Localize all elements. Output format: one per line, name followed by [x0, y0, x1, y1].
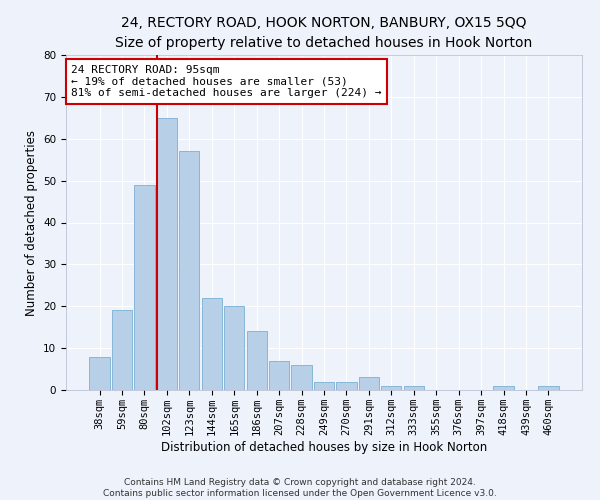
Bar — [112, 310, 132, 390]
Title: 24, RECTORY ROAD, HOOK NORTON, BANBURY, OX15 5QQ
Size of property relative to de: 24, RECTORY ROAD, HOOK NORTON, BANBURY, … — [115, 16, 533, 50]
Bar — [224, 306, 244, 390]
Bar — [404, 386, 424, 390]
Y-axis label: Number of detached properties: Number of detached properties — [25, 130, 38, 316]
Bar — [381, 386, 401, 390]
Bar — [314, 382, 334, 390]
Text: Contains HM Land Registry data © Crown copyright and database right 2024.
Contai: Contains HM Land Registry data © Crown c… — [103, 478, 497, 498]
X-axis label: Distribution of detached houses by size in Hook Norton: Distribution of detached houses by size … — [161, 440, 487, 454]
Bar — [292, 365, 311, 390]
Bar — [269, 360, 289, 390]
Bar — [359, 378, 379, 390]
Bar — [337, 382, 356, 390]
Bar — [134, 185, 155, 390]
Bar — [202, 298, 222, 390]
Bar — [179, 152, 199, 390]
Bar — [157, 118, 177, 390]
Text: 24 RECTORY ROAD: 95sqm
← 19% of detached houses are smaller (53)
81% of semi-det: 24 RECTORY ROAD: 95sqm ← 19% of detached… — [71, 65, 382, 98]
Bar — [247, 332, 267, 390]
Bar — [538, 386, 559, 390]
Bar — [89, 356, 110, 390]
Bar — [493, 386, 514, 390]
